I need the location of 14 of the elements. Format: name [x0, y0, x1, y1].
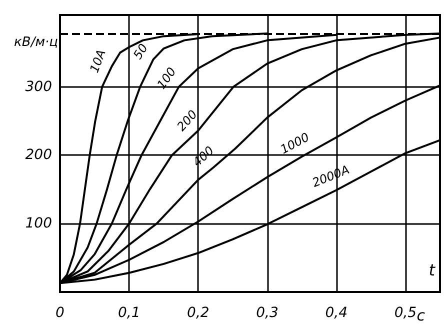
x-tick-label: 0,3: [256, 305, 278, 321]
y-tick-label: 100: [25, 216, 52, 232]
text: с: [416, 306, 426, 324]
text: 10A: [87, 48, 108, 75]
x-tick-label: 0,4: [325, 305, 348, 321]
y-axis-title: кВ/м·ц: [14, 35, 58, 50]
x-tick-label: 0,5: [394, 305, 417, 321]
y-tick-label: 300: [25, 78, 52, 95]
x-tick-label: 0,1: [118, 305, 140, 321]
y-tick-label: 200: [25, 147, 52, 164]
x-tick-label: 0: [56, 305, 65, 321]
x-axis-title: t: [428, 260, 436, 280]
x-tick-label: 0,2: [187, 305, 210, 321]
text: 50: [130, 41, 151, 62]
